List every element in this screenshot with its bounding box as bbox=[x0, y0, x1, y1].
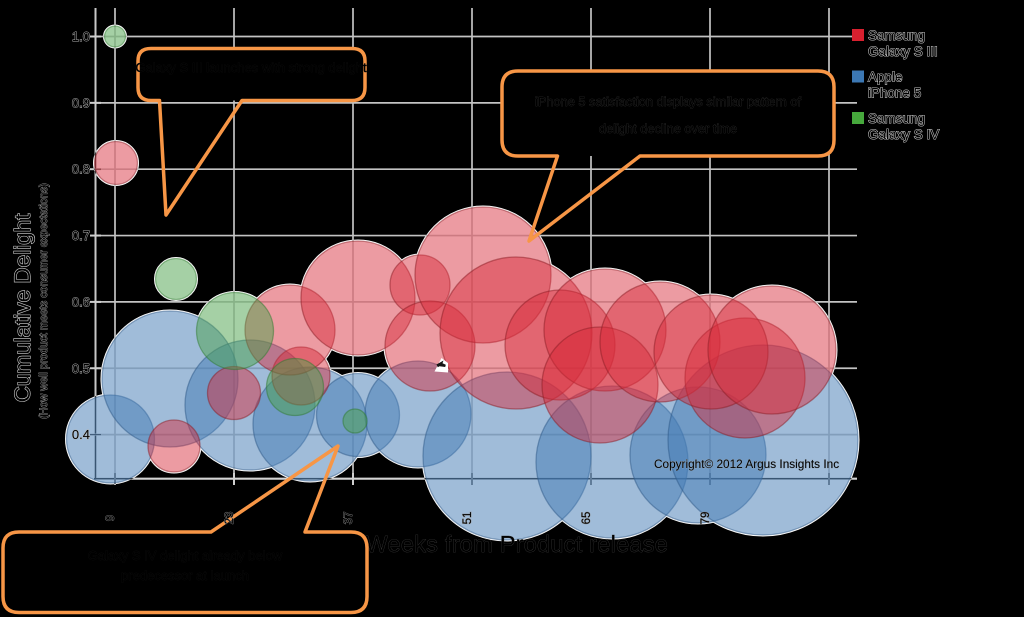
svg-text:iPhone 5 satisfaction displays: iPhone 5 satisfaction displays similar p… bbox=[535, 94, 801, 109]
svg-text:Galaxy S III launches with str: Galaxy S III launches with strong deligh… bbox=[135, 60, 367, 75]
svg-text:iPhone 5: iPhone 5 bbox=[868, 86, 921, 101]
svg-text:1.0: 1.0 bbox=[72, 29, 90, 44]
svg-text:0.4: 0.4 bbox=[72, 427, 90, 442]
svg-text:0.5: 0.5 bbox=[72, 361, 90, 376]
svg-text:predecessor at launch: predecessor at launch bbox=[121, 568, 249, 583]
svg-text:Galaxy S III: Galaxy S III bbox=[868, 44, 938, 59]
svg-text:37: 37 bbox=[343, 512, 355, 525]
svg-text:0.7: 0.7 bbox=[72, 228, 90, 243]
svg-text:delight decline over time: delight decline over time bbox=[599, 121, 737, 136]
svg-text:Galaxy S IV: Galaxy S IV bbox=[868, 127, 939, 142]
svg-text:Cumulative Delight: Cumulative Delight bbox=[10, 213, 35, 403]
svg-text:(How well product meets consum: (How well product meets consumer expecta… bbox=[38, 183, 50, 419]
svg-text:Samsung: Samsung bbox=[868, 28, 925, 43]
svg-text:Copyright© 2012 Argus Insights: Copyright© 2012 Argus Insights Inc bbox=[654, 457, 839, 471]
svg-text:9: 9 bbox=[105, 515, 117, 521]
svg-text:51: 51 bbox=[462, 512, 474, 525]
svg-text:0.8: 0.8 bbox=[72, 162, 90, 177]
svg-text:Weeks from Product release: Weeks from Product release bbox=[366, 531, 669, 557]
svg-text:Apple: Apple bbox=[868, 70, 903, 85]
svg-text:65: 65 bbox=[581, 512, 593, 525]
svg-text:Galaxy S IV delight already be: Galaxy S IV delight already below bbox=[88, 548, 283, 563]
svg-text:Samsung: Samsung bbox=[868, 111, 925, 126]
svg-text:23: 23 bbox=[224, 512, 236, 525]
svg-text:0.6: 0.6 bbox=[72, 294, 90, 309]
svg-text:79: 79 bbox=[700, 512, 712, 525]
svg-text:0.9: 0.9 bbox=[72, 95, 90, 110]
